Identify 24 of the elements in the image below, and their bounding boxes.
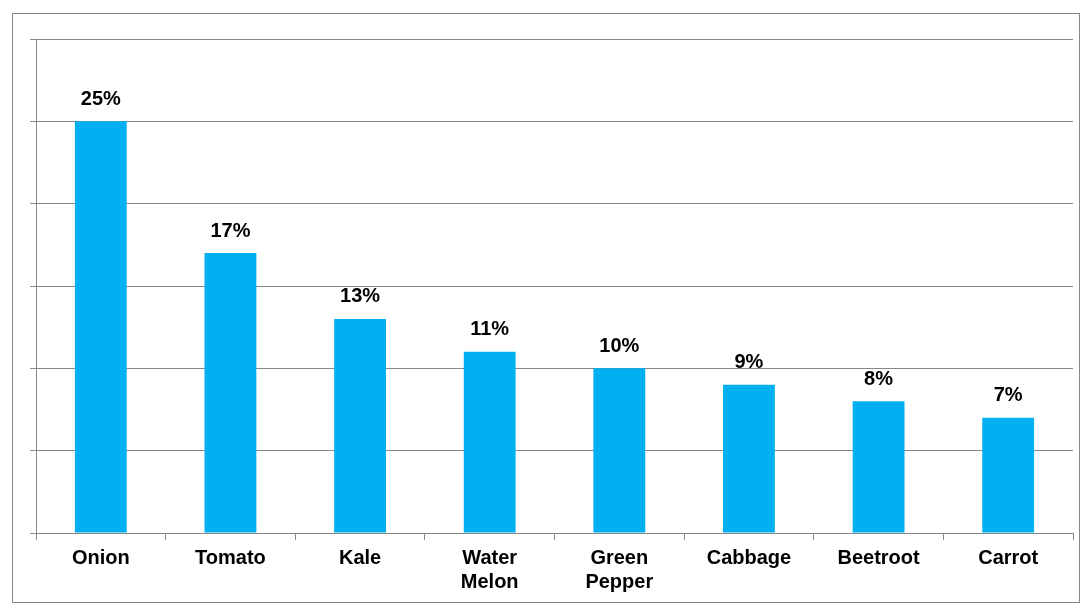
- x-tick-label: Green Pepper: [585, 545, 654, 592]
- data-label: 25%: [80, 86, 122, 109]
- x-tick-label: Water Melon: [460, 545, 519, 592]
- bar: [463, 351, 516, 533]
- x-tick-label: Kale: [338, 545, 382, 568]
- bar: [74, 121, 127, 533]
- data-label: 10%: [599, 333, 640, 356]
- x-tick-label: Tomato: [195, 545, 266, 568]
- bar: [723, 384, 775, 533]
- bar: [204, 253, 257, 533]
- data-label: 9%: [734, 350, 764, 373]
- bar: [982, 417, 1035, 533]
- x-tick-label: Onion: [71, 545, 130, 568]
- bar: [593, 368, 646, 533]
- x-tick-label: Beetroot: [837, 545, 921, 568]
- bar: [334, 318, 386, 533]
- data-label: 7%: [993, 383, 1023, 406]
- data-label: 17%: [210, 218, 251, 241]
- bar: [852, 401, 905, 533]
- data-label: 8%: [864, 366, 894, 389]
- x-tick-label: Cabbage: [706, 545, 792, 568]
- x-tick-label: Carrot: [978, 545, 1039, 568]
- data-label: 13%: [340, 284, 381, 307]
- data-label: 11%: [470, 317, 510, 340]
